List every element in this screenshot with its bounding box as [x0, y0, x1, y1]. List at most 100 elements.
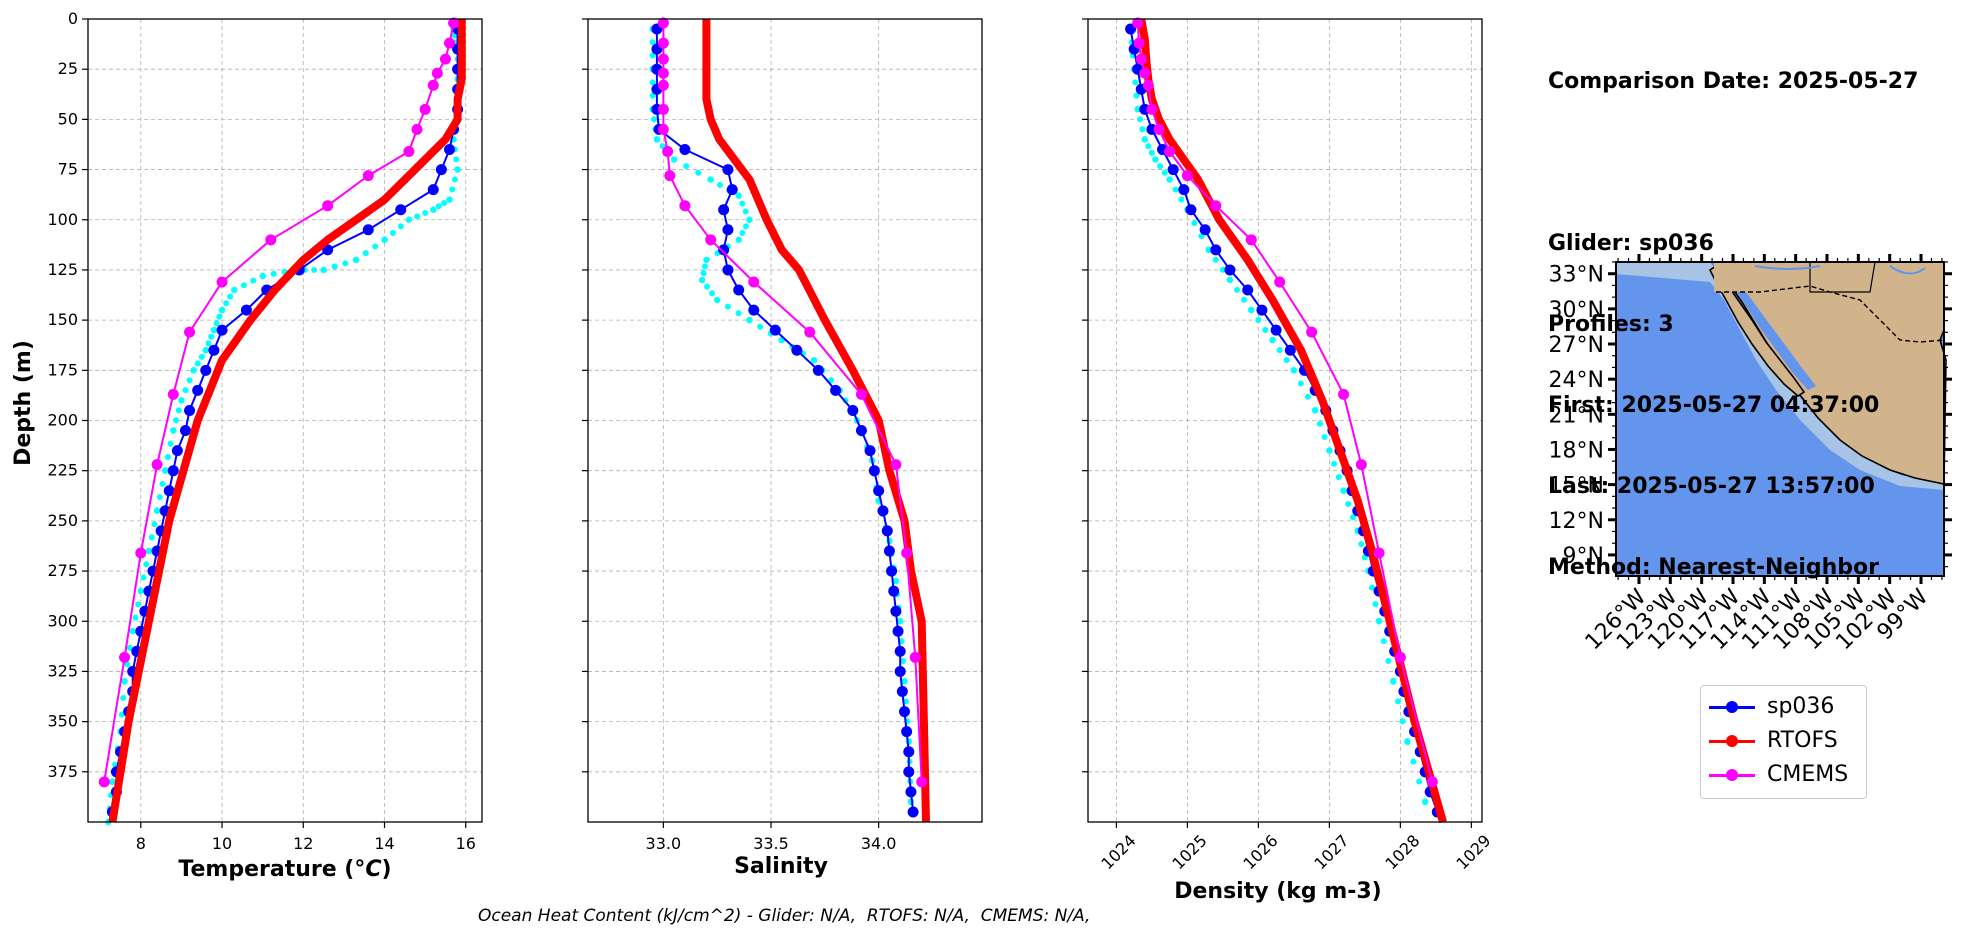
- glider-data-point: [311, 266, 318, 273]
- glider-data-point: [735, 236, 742, 243]
- series-point-sp036: [886, 565, 898, 577]
- series-point-cmems: [1133, 37, 1145, 49]
- legend-item-cmems: CMEMS: [1709, 760, 1859, 790]
- series-point-sp036: [200, 364, 212, 376]
- series-point-cmems: [662, 145, 674, 157]
- series-point-cmems: [909, 651, 921, 663]
- glider-data-point: [1219, 266, 1226, 273]
- glider-data-point: [126, 644, 133, 651]
- glider-data-point: [146, 547, 153, 554]
- glider-data-point: [746, 216, 753, 223]
- glider-data-point: [381, 236, 388, 243]
- info-line: Glider: sp036: [1548, 231, 1714, 256]
- glider-data-point: [1358, 541, 1365, 548]
- series-point-sp036: [892, 625, 904, 637]
- glider-data-point: [1133, 92, 1140, 99]
- glider-data-point: [178, 397, 185, 404]
- glider-data-point: [170, 427, 177, 434]
- glider-data-point: [1399, 718, 1406, 725]
- series-point-sp036: [864, 445, 876, 457]
- info-line: Comparison Date: 2025-05-27: [1548, 69, 1919, 94]
- series-point-sp036: [1178, 184, 1190, 196]
- y-tick-label: 25: [58, 59, 78, 78]
- series-point-sp036: [679, 143, 691, 155]
- x-tick-label: 1029: [1452, 831, 1494, 873]
- temperature-panel: 8 10 12 14 16 0 25 50 75 100 125 150 175 200 225 250 275…: [47, 9, 483, 853]
- glider-data-point: [700, 270, 707, 277]
- series-point-sp036: [733, 284, 745, 296]
- glider-data-point: [739, 200, 746, 207]
- y-tick-label: 0: [68, 9, 78, 28]
- glider-data-point: [724, 303, 731, 310]
- series-point-cmems: [448, 17, 460, 29]
- series-point-sp036: [722, 164, 734, 176]
- glider-data-point: [231, 286, 238, 293]
- glider-data-point: [446, 196, 453, 203]
- x-tick-label: 12: [293, 834, 313, 853]
- glider-data-point: [219, 306, 226, 313]
- y-tick-label: 250: [47, 511, 78, 530]
- x-tick-label: 33.5: [753, 834, 789, 853]
- legend-marker: [1726, 701, 1738, 713]
- glider-data-point: [430, 206, 437, 213]
- glider-data-point: [1283, 357, 1290, 364]
- series-point-cmems: [1181, 170, 1193, 182]
- series-point-cmems: [151, 459, 163, 471]
- series-point-cmems: [657, 103, 669, 115]
- series-point-sp036: [427, 184, 439, 196]
- glider-data-point: [198, 353, 205, 360]
- glider-data-point: [453, 156, 460, 163]
- series-point-cmems: [657, 17, 669, 29]
- series-point-cmems: [1426, 776, 1438, 788]
- y-tick-label: 200: [47, 411, 78, 430]
- series-point-sp036: [722, 264, 734, 276]
- glider-data-point: [406, 216, 413, 223]
- series-point-cmems: [1142, 79, 1154, 91]
- x-tick-label: 1025: [1168, 831, 1210, 873]
- glider-data-point: [148, 534, 155, 541]
- series-point-cmems: [679, 200, 691, 212]
- depth-axis-label: Depth (m): [11, 340, 36, 466]
- glider-data-point: [397, 223, 404, 230]
- series-point-sp036: [171, 445, 183, 457]
- glider-data-point: [353, 256, 360, 263]
- glider-data-point: [194, 360, 201, 367]
- series-point-sp036: [1210, 244, 1222, 256]
- glider-data-point: [1148, 149, 1155, 156]
- glider-data-point: [1372, 601, 1379, 608]
- glider-data-point: [331, 263, 338, 270]
- map-lat-label: 15°N: [1549, 474, 1604, 499]
- series-point-cmems: [705, 234, 717, 246]
- glider-data-point: [1380, 638, 1387, 645]
- series-point-sp036: [1185, 204, 1197, 216]
- glider-data-point: [1385, 657, 1392, 664]
- series-point-sp036: [748, 304, 760, 316]
- series-point-cmems: [1139, 67, 1151, 79]
- map-lat-label: 30°N: [1549, 298, 1604, 323]
- glider-data-point: [1390, 677, 1397, 684]
- series-point-sp036: [718, 204, 730, 216]
- glider-data-point: [1205, 246, 1212, 253]
- glider-data-point: [1416, 778, 1423, 785]
- glider-data-point: [714, 296, 721, 303]
- series-point-cmems: [664, 170, 676, 182]
- glider-data-point: [449, 186, 456, 193]
- map-river: [1754, 265, 1926, 275]
- series-point-sp036: [898, 706, 910, 718]
- glider-data-point: [140, 574, 147, 581]
- glider-data-point: [1269, 336, 1276, 343]
- series-point-sp036: [896, 686, 908, 698]
- glider-data-point: [422, 210, 429, 217]
- series-point-cmems: [265, 234, 277, 246]
- series-point-cmems: [167, 388, 179, 400]
- series-point-cmems: [1132, 17, 1144, 29]
- glider-data-point: [704, 283, 711, 290]
- glider-data-point: [1297, 380, 1304, 387]
- series-point-cmems: [403, 145, 415, 157]
- series-point-cmems: [1164, 145, 1176, 157]
- map-baja-peninsula: [1708, 264, 1806, 398]
- series-point-sp036: [791, 344, 803, 356]
- glider-data-point: [1241, 296, 1248, 303]
- glider-data-point: [154, 507, 161, 514]
